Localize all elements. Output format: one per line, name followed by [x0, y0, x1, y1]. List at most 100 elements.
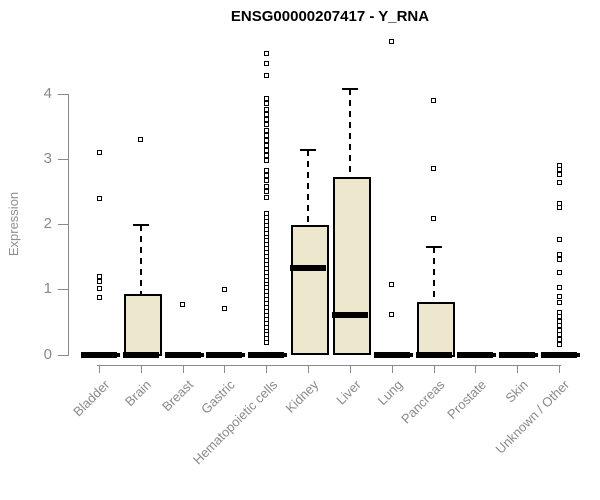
- whisker-cap: [426, 246, 442, 248]
- outlier-point: [389, 39, 394, 44]
- outlier-point: [264, 101, 269, 106]
- outlier-point: [264, 107, 269, 112]
- median-line: [332, 312, 368, 318]
- median-line: [541, 352, 577, 358]
- median-line: [499, 352, 535, 358]
- median-line: [248, 352, 284, 358]
- outlier-point: [264, 51, 269, 56]
- y-tick: [58, 94, 68, 95]
- outlier-point: [557, 180, 562, 185]
- outlier-point: [264, 195, 269, 200]
- x-axis-label: Brain: [122, 377, 155, 410]
- outlier-point: [264, 168, 269, 173]
- outlier-point: [97, 196, 102, 201]
- outlier-point: [97, 295, 102, 300]
- y-tick-label: 2: [43, 215, 52, 232]
- x-axis-label: Liver: [332, 377, 364, 408]
- x-axis-label: Unknown / Other: [493, 377, 573, 457]
- outlier-point: [264, 143, 269, 148]
- boxplot-box: [417, 302, 455, 357]
- x-axis-label: Bladder: [70, 377, 113, 420]
- x-tick: [99, 365, 100, 373]
- outlier-point: [431, 166, 436, 171]
- x-axis-label: Lung: [374, 377, 406, 409]
- outlier-point: [264, 148, 269, 153]
- outlier-point: [264, 189, 269, 194]
- whisker: [140, 225, 142, 297]
- outlier-point: [264, 128, 269, 133]
- whisker-cap: [342, 88, 358, 90]
- x-tick: [350, 365, 351, 373]
- outlier-point: [264, 173, 269, 178]
- outlier-point: [557, 285, 562, 290]
- y-tick: [58, 224, 68, 225]
- outlier-point: [264, 112, 269, 117]
- outlier-point: [264, 133, 269, 138]
- x-tick: [434, 365, 435, 373]
- outlier-point: [264, 340, 269, 345]
- outlier-point: [264, 158, 269, 163]
- y-tick-label: 1: [43, 280, 52, 297]
- x-tick: [266, 365, 267, 373]
- outlier-point: [264, 153, 269, 158]
- outlier-point: [431, 98, 436, 103]
- outlier-point: [180, 302, 185, 307]
- whisker-cap: [300, 149, 316, 151]
- x-axis-label: Kidney: [283, 377, 322, 416]
- x-tick: [141, 365, 142, 373]
- median-line: [81, 352, 117, 358]
- y-tick: [58, 355, 68, 356]
- outlier-point: [389, 312, 394, 317]
- y-tick-label: 3: [43, 150, 52, 167]
- y-tick: [58, 289, 68, 290]
- outlier-point: [557, 167, 562, 172]
- median-line: [165, 352, 201, 358]
- y-tick-label: 4: [43, 85, 52, 102]
- outlier-point: [264, 178, 269, 183]
- outlier-point: [389, 282, 394, 287]
- outlier-point: [557, 337, 562, 342]
- outlier-point: [97, 150, 102, 155]
- outlier-point: [264, 138, 269, 143]
- outlier-point: [557, 257, 562, 262]
- outlier-point: [222, 306, 227, 311]
- boxplot-box: [124, 294, 162, 356]
- x-axis-label: Pancreas: [397, 377, 448, 427]
- chart-title: ENSG00000207417 - Y_RNA: [230, 8, 430, 25]
- median-line: [416, 352, 452, 358]
- boxplot-box: [291, 225, 329, 355]
- x-axis-label: Prostate: [444, 377, 489, 422]
- x-tick: [183, 365, 184, 373]
- x-tick: [517, 365, 518, 373]
- boxplot-box: [333, 177, 371, 355]
- outlier-point: [557, 237, 562, 242]
- outlier-point: [431, 216, 436, 221]
- outlier-point: [264, 96, 269, 101]
- median-line: [290, 265, 326, 271]
- outlier-point: [557, 172, 562, 177]
- y-axis-line: [68, 93, 69, 356]
- outlier-point: [138, 137, 143, 142]
- whisker: [349, 89, 351, 179]
- x-tick: [224, 365, 225, 373]
- x-axis-line: [97, 365, 562, 366]
- x-tick: [392, 365, 393, 373]
- outlier-point: [97, 279, 102, 284]
- outlier-point: [264, 117, 269, 122]
- outlier-point: [557, 252, 562, 257]
- whisker: [307, 150, 309, 226]
- outlier-point: [557, 332, 562, 337]
- median-line: [457, 352, 493, 358]
- outlier-point: [557, 294, 562, 299]
- outlier-point: [222, 287, 227, 292]
- outlier-point: [557, 300, 562, 305]
- outlier-point: [264, 184, 269, 189]
- x-tick: [559, 365, 560, 373]
- x-axis-label: Gastric: [198, 377, 239, 417]
- whisker: [433, 247, 435, 303]
- x-axis-label: Breast: [159, 377, 197, 415]
- outlier-point: [97, 286, 102, 291]
- median-line: [206, 352, 242, 358]
- x-tick: [308, 365, 309, 373]
